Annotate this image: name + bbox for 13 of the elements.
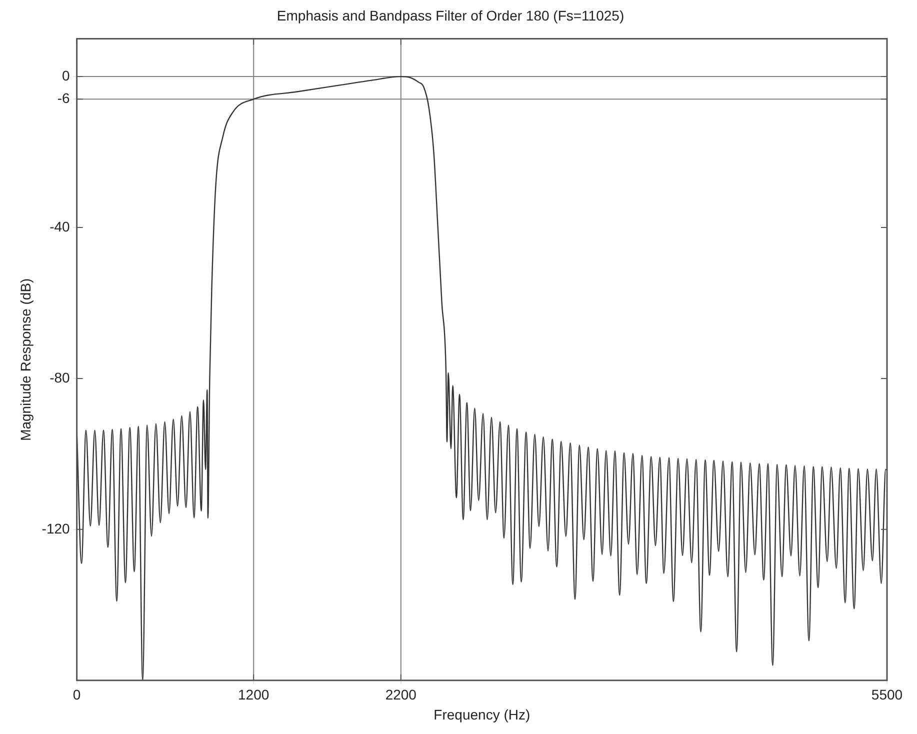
x-tick-label: 2200 <box>385 686 417 703</box>
y-tick-label: 0 <box>62 67 70 84</box>
x-tick-label: 5500 <box>871 686 903 703</box>
y-tick-label: -6 <box>57 90 70 106</box>
y-axis-title: Magnitude Response (dB) <box>17 278 34 441</box>
x-axis-title: Frequency (Hz) <box>434 706 530 722</box>
x-tick-label: 0 <box>72 686 81 703</box>
y-tick-label: -40 <box>50 218 70 234</box>
x-tick-label: 1200 <box>238 686 270 703</box>
line-series <box>76 76 887 680</box>
chart-title: Emphasis and Bandpass Filter of Order 180 (Fs=11025) <box>276 7 624 24</box>
y-tick-label: -120 <box>42 520 70 536</box>
y-tick-label: -80 <box>50 369 70 386</box>
